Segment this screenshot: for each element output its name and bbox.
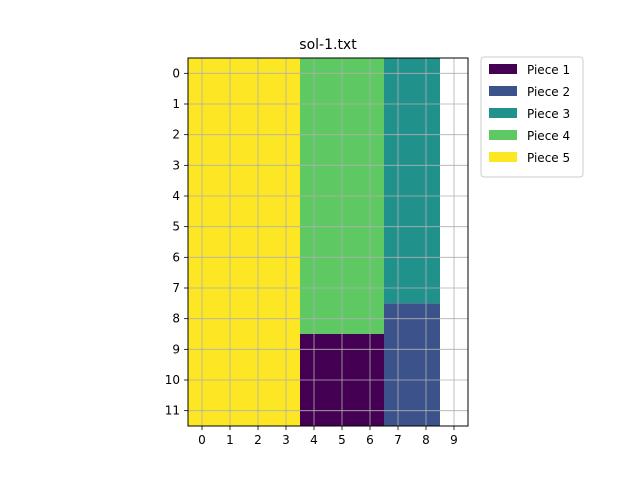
y-tick-label-8: 8 [172, 312, 180, 326]
y-tick-label-11: 11 [165, 404, 180, 418]
legend-label-piece-5: Piece 5 [527, 151, 570, 165]
y-tick-label-7: 7 [172, 281, 180, 295]
axis-ticks: 0 1 2 3 4 5 6 7 8 9 0 1 2 3 4 5 6 7 8 9 10 11 [165, 66, 458, 447]
legend-label-piece-3: Piece 3 [527, 107, 570, 121]
y-tick-label-9: 9 [172, 342, 180, 356]
axes-frame [187, 57, 469, 427]
x-tick-label-1: 1 [226, 433, 234, 447]
legend: Piece 1 Piece 2 Piece 3 Piece 4 Piece 5 [480, 56, 584, 178]
y-tick-label-3: 3 [172, 158, 180, 172]
legend-swatch-piece-5 [489, 152, 517, 162]
legend-label-piece-1: Piece 1 [527, 63, 570, 77]
legend-swatch-piece-1 [489, 64, 517, 74]
grid-lines [188, 58, 468, 426]
y-tick-label-6: 6 [172, 250, 180, 264]
y-tick-label-5: 5 [172, 220, 180, 234]
x-tick-label-6: 6 [366, 433, 374, 447]
x-tick-label-7: 7 [394, 433, 402, 447]
y-tick-label-4: 4 [172, 189, 180, 203]
x-tick-label-3: 3 [282, 433, 290, 447]
piece-5-cells [188, 58, 300, 426]
legend-swatch-piece-2 [489, 86, 517, 96]
legend-label-piece-2: Piece 2 [527, 85, 570, 99]
legend-swatch-piece-4 [489, 130, 517, 140]
x-tick-label-8: 8 [422, 433, 430, 447]
x-tick-label-5: 5 [338, 433, 346, 447]
y-tick-label-1: 1 [172, 97, 180, 111]
y-tick-label-0: 0 [172, 66, 180, 80]
piece-3-cells [384, 58, 440, 304]
x-tick-label-4: 4 [310, 433, 318, 447]
x-tick-label-0: 0 [198, 433, 206, 447]
legend-label-piece-4: Piece 4 [527, 129, 570, 143]
x-tick-label-2: 2 [254, 433, 262, 447]
x-tick-label-9: 9 [450, 433, 458, 447]
chart-title: sol-1.txt [299, 37, 357, 53]
y-tick-label-2: 2 [172, 128, 180, 142]
legend-swatch-piece-3 [489, 108, 517, 118]
y-tick-label-10: 10 [165, 373, 180, 387]
piece-2-cells [384, 303, 440, 426]
